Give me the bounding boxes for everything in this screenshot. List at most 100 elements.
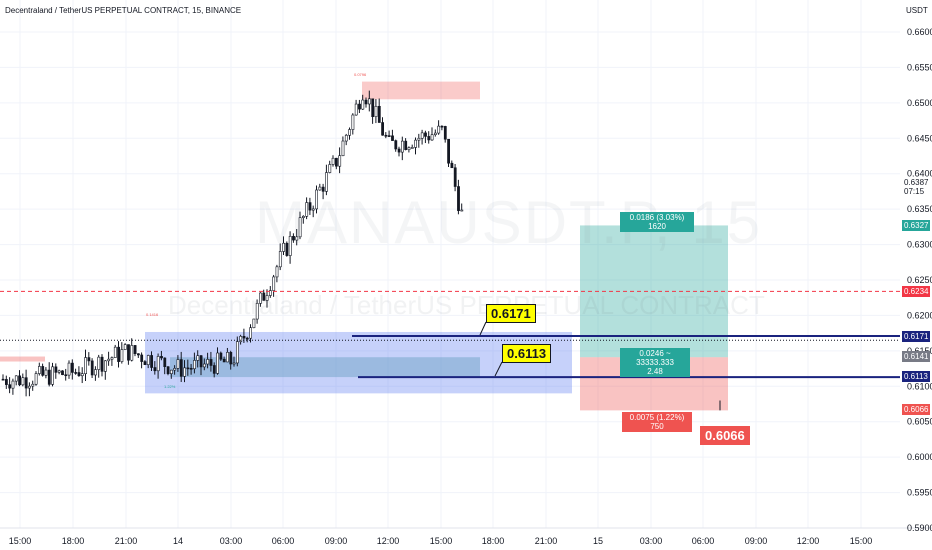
x-tick-label: 21:00	[115, 536, 138, 546]
low-zone-label: 1.22%	[164, 384, 176, 389]
candle-body	[203, 363, 206, 368]
entry-price-tag: 0.6141	[902, 351, 931, 362]
y-tick-label: 0.6300	[907, 240, 932, 250]
chart-title: Decentraland / TetherUS PERPETUAL CONTRA…	[5, 6, 242, 15]
red-line-price-tag: 0.6234	[902, 286, 931, 297]
candle-body	[440, 125, 444, 128]
y-tick-label: 0.6050	[907, 417, 932, 427]
candle-body	[364, 99, 368, 105]
target-label: 0.0186 (3.03%) 1620	[620, 212, 694, 232]
candle-body	[292, 235, 295, 241]
current-price-tag: 0.6387 07:15	[902, 177, 931, 197]
candle-body	[186, 367, 190, 370]
x-tick-label: 15:00	[9, 536, 32, 546]
candle-body	[104, 360, 107, 372]
candle-body	[173, 368, 177, 371]
candle-body	[146, 355, 150, 365]
candle-body	[278, 251, 282, 268]
candle-body	[11, 380, 15, 389]
candle-body	[229, 352, 233, 365]
candle-body	[156, 356, 160, 372]
candle-body	[460, 209, 464, 212]
candle-body	[170, 369, 173, 374]
candle-body	[298, 217, 302, 238]
candle-body	[384, 134, 388, 137]
candle-body	[150, 355, 154, 368]
candle-body	[387, 135, 391, 137]
candle-body	[84, 357, 88, 375]
candle-body	[427, 136, 431, 141]
candle-body	[137, 353, 140, 356]
candle-body	[265, 295, 269, 301]
x-tick-label: 15:00	[850, 536, 873, 546]
y-tick-label: 0.6150	[907, 346, 932, 356]
time-axis[interactable]: 15:00 18:00 21:00 14 03:00 06:00 09:00 12:00 15:…	[9, 536, 873, 546]
y-tick-label: 0.6000	[907, 452, 932, 462]
callout-stop[interactable]: 0.6066	[700, 426, 750, 445]
candle-body	[110, 357, 114, 360]
candle-body	[219, 352, 223, 360]
x-tick-label: 12:00	[377, 536, 400, 546]
mid-label-line1: 0.0246 ~ 33333.333	[636, 349, 674, 367]
x-tick-label: 06:00	[272, 536, 295, 546]
candle-body	[90, 360, 94, 376]
candle-body	[301, 215, 305, 218]
x-tick-label: 18:00	[62, 536, 85, 546]
candle-body	[321, 186, 325, 192]
candle-body	[351, 114, 355, 130]
y-tick-label: 0.6450	[907, 133, 932, 143]
candle-body	[371, 98, 375, 117]
candle-body	[249, 327, 253, 339]
candle-body	[176, 359, 180, 369]
candle-body	[252, 318, 256, 329]
candle-body	[295, 236, 299, 241]
candle-body	[94, 369, 97, 376]
lower-blue-price-tag: 0.6113	[902, 371, 930, 382]
callout-lower[interactable]: 0.6113	[502, 344, 552, 363]
candle-body	[189, 367, 193, 370]
candle-body	[433, 132, 437, 136]
candle-body	[420, 132, 424, 139]
y-tick-label: 0.6550	[907, 62, 932, 72]
candle-body	[437, 125, 441, 134]
candle-body	[47, 369, 51, 385]
x-tick-label: 14	[173, 536, 183, 546]
candle-body	[424, 132, 427, 137]
candle-body	[404, 140, 408, 150]
candle-body	[54, 366, 58, 373]
x-tick-label: 09:00	[325, 536, 348, 546]
candle-body	[120, 349, 124, 362]
blue-zone	[145, 331, 572, 394]
currency-unit: USDT	[906, 6, 928, 15]
x-tick-label: 06:00	[692, 536, 715, 546]
candle-body	[341, 140, 345, 157]
candle-body	[450, 162, 454, 169]
candle-body	[140, 354, 144, 362]
candle-body	[41, 366, 45, 376]
y-tick-label: 0.6100	[907, 381, 932, 391]
y-tick-label: 0.6200	[907, 310, 932, 320]
candle-body	[87, 357, 91, 362]
top-zone-label: 0.0796	[354, 72, 367, 77]
mid-label-line2: 2.48	[647, 367, 663, 376]
candle-body	[344, 134, 348, 142]
candle-body	[44, 369, 48, 376]
candle-body	[430, 134, 434, 141]
candle-body	[308, 202, 312, 211]
watermark-name: Decentraland / TetherUS PERPETUAL CONTRA…	[168, 290, 765, 320]
candle-body	[318, 186, 322, 191]
candle-body	[381, 122, 385, 136]
candle-body	[236, 341, 239, 364]
candle-body	[354, 103, 358, 116]
candle-body	[80, 373, 84, 377]
x-tick-label: 15	[593, 536, 603, 546]
callout-upper-pointer	[479, 321, 487, 336]
candle-body	[377, 105, 381, 123]
price-axis[interactable]: 0.6600 0.6550 0.6500 0.6450 0.6400 0.6350 0.63…	[907, 27, 932, 533]
callout-upper[interactable]: 0.6171	[486, 304, 536, 323]
candle-body	[328, 164, 332, 173]
candle-body	[123, 344, 127, 350]
candle-body	[400, 140, 404, 153]
x-tick-label: 21:00	[535, 536, 558, 546]
